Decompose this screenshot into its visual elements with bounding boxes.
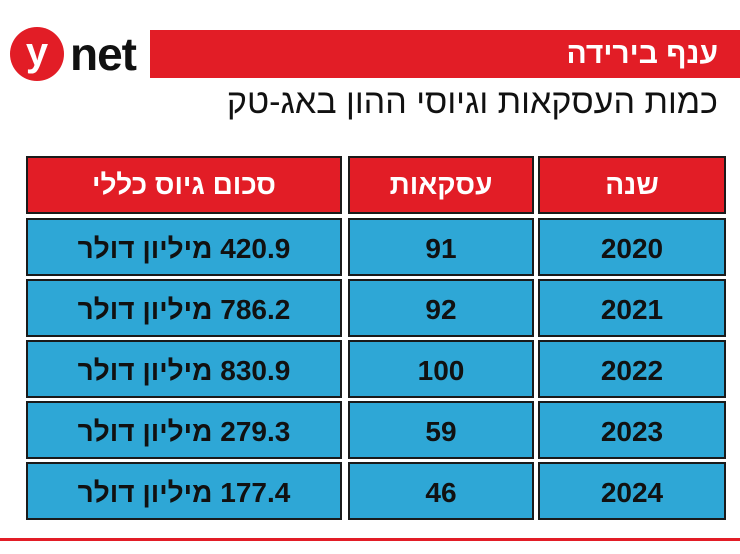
deals-cell: 91 [348,218,534,276]
ynet-logo: y net [10,26,137,82]
total-cell: 830.9 מיליון דולר [26,340,342,398]
total-cell: 177.4 מיליון דולר [26,462,342,520]
total-cell: 420.9 מיליון דולר [26,218,342,276]
total-header: סכום גיוס כללי [26,156,342,214]
total-column: סכום גיוס כללי 420.9 מיליון דולר 786.2 מ… [26,156,342,523]
title-banner: ענף בירידה [150,30,740,78]
logo-mark: y [10,27,64,81]
year-column: שנה 2020 2021 2022 2023 2024 [538,156,726,523]
year-cell: 2022 [538,340,726,398]
total-cell: 786.2 מיליון דולר [26,279,342,337]
year-cell: 2021 [538,279,726,337]
year-header: שנה [538,156,726,214]
logo-text: net [70,28,137,80]
year-cell: 2024 [538,462,726,520]
year-cell: 2020 [538,218,726,276]
page-subtitle: כמות העסקאות וגיוסי ההון באג-טק [226,83,718,121]
deals-header: עסקאות [348,156,534,214]
deals-cell: 100 [348,340,534,398]
deals-cell: 46 [348,462,534,520]
deals-cell: 92 [348,279,534,337]
year-cell: 2023 [538,401,726,459]
bottom-divider [0,538,740,541]
total-cell: 279.3 מיליון דולר [26,401,342,459]
deals-column: עסקאות 91 92 100 59 46 [348,156,534,523]
deals-cell: 59 [348,401,534,459]
